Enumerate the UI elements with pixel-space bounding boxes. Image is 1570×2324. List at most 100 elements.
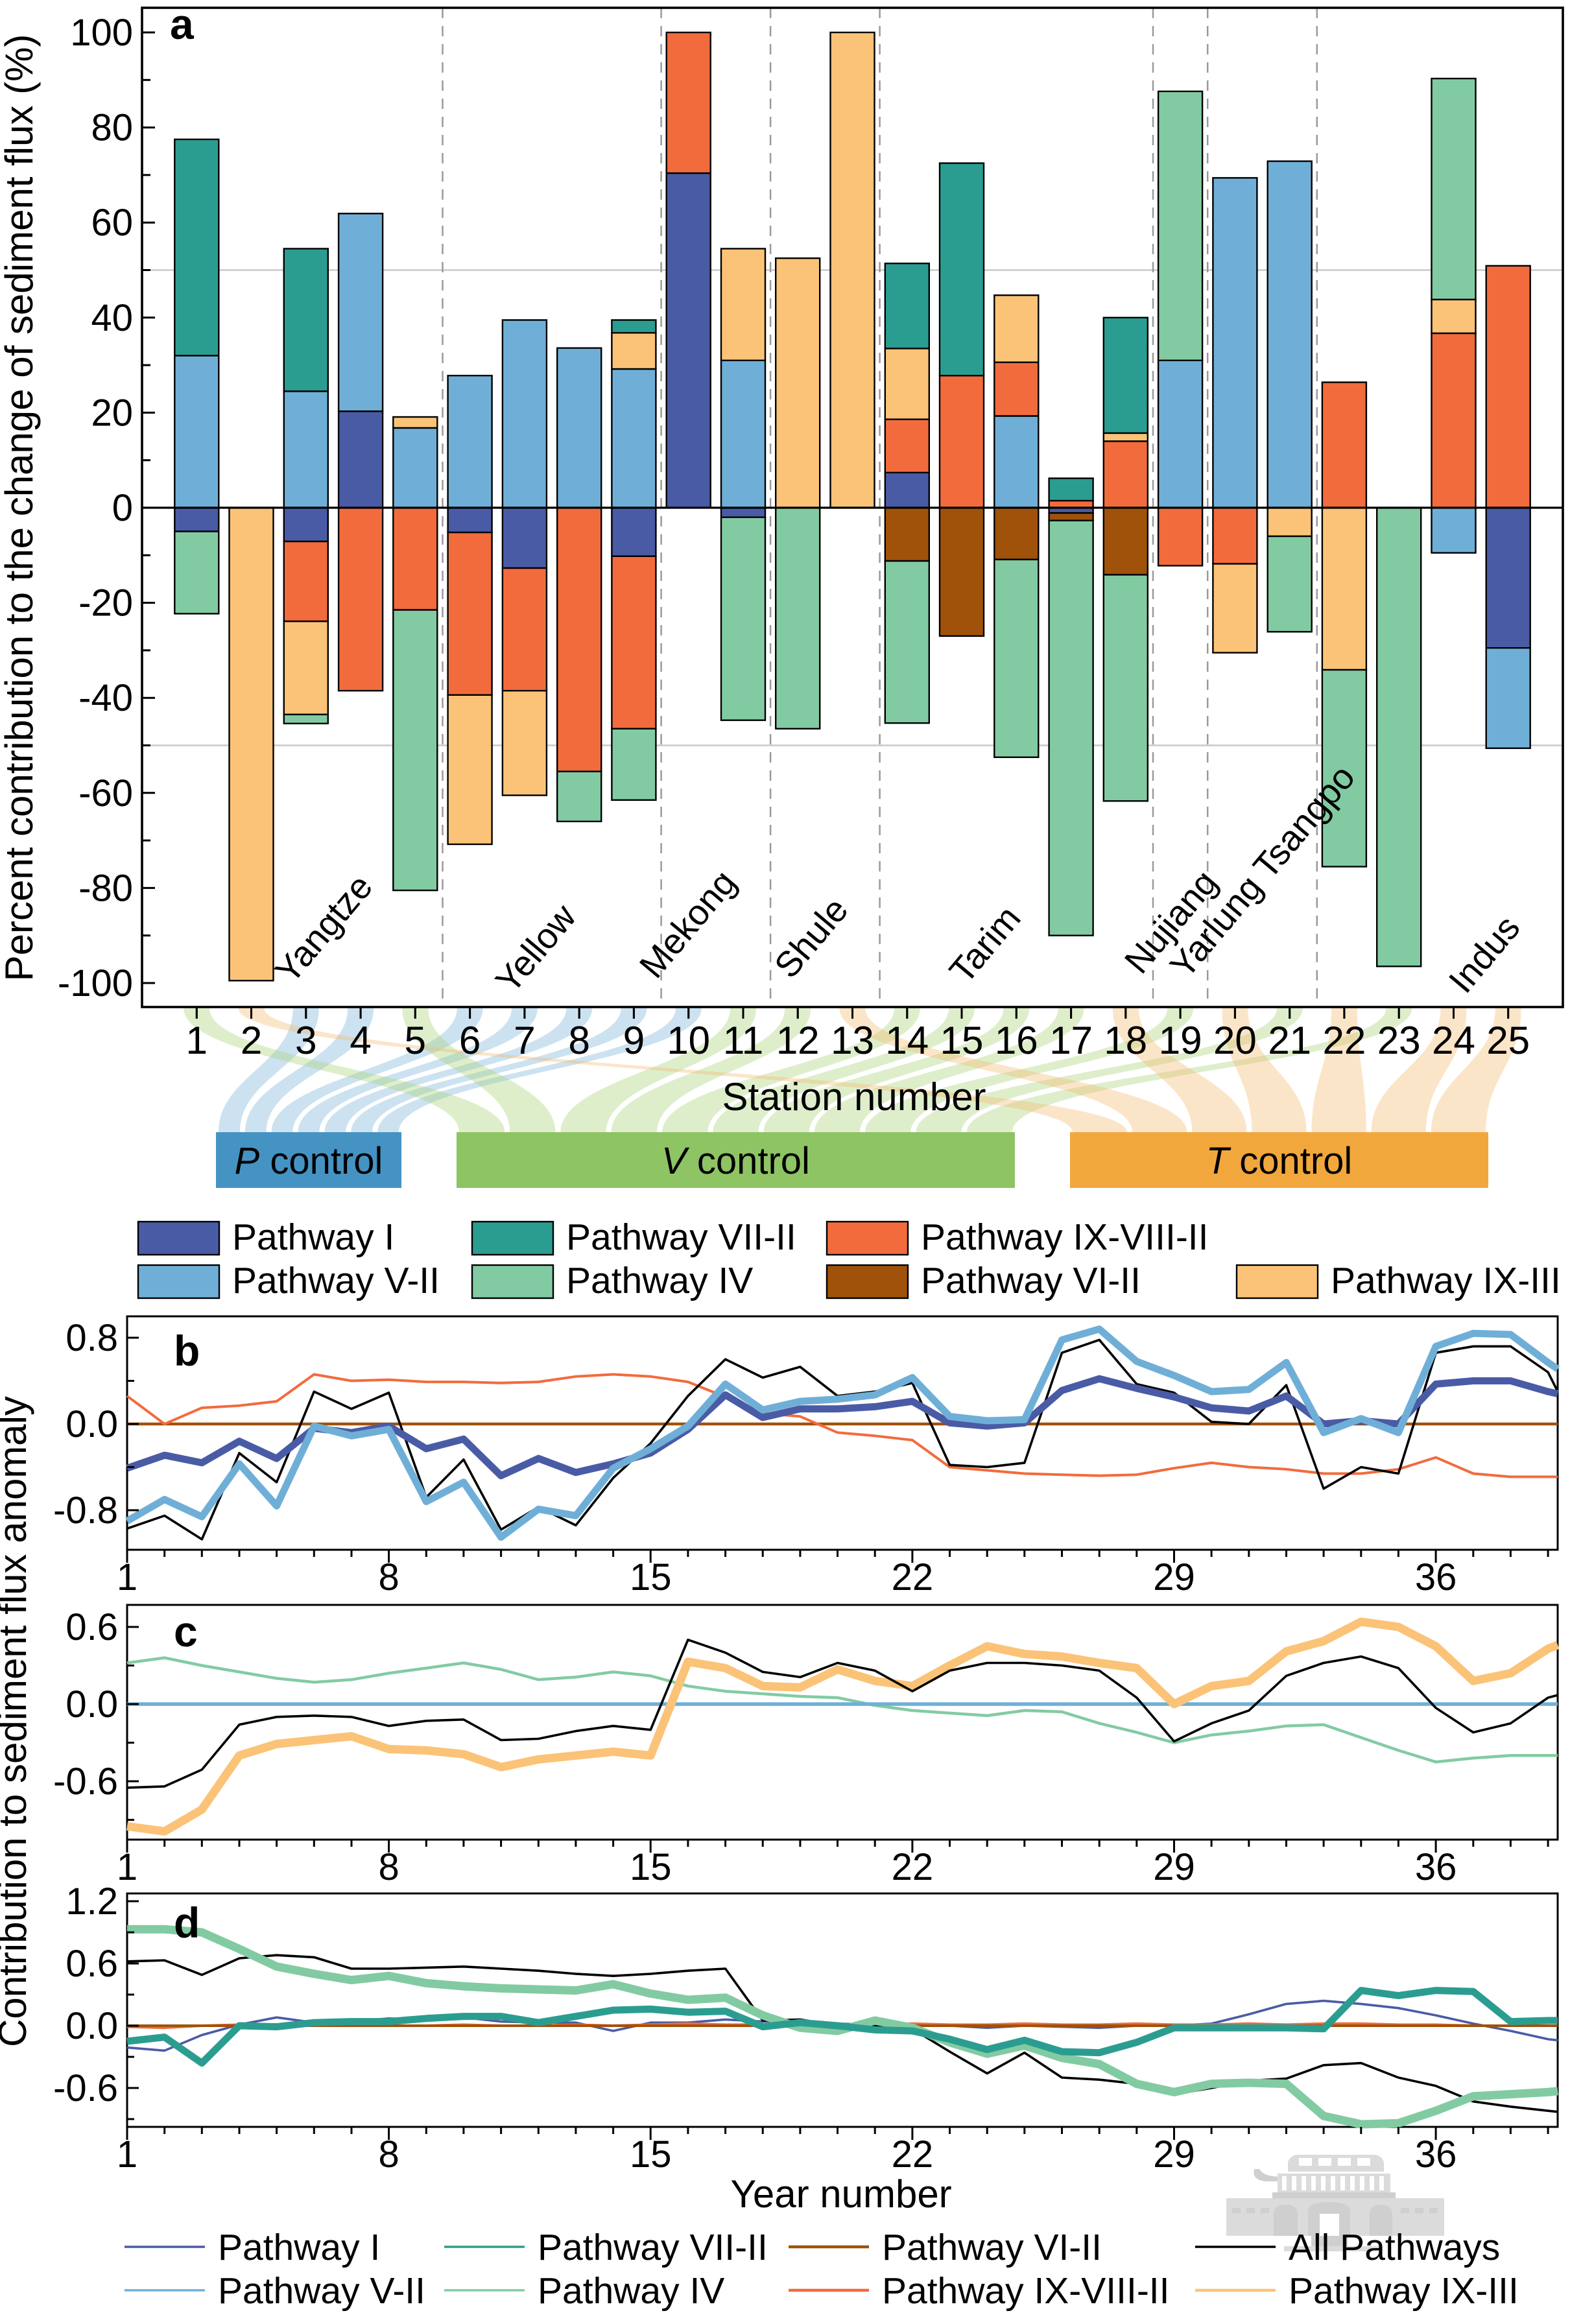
svg-text:19: 19 — [1159, 1019, 1202, 1062]
svg-text:b: b — [174, 1327, 200, 1375]
svg-text:0.6: 0.6 — [65, 1943, 118, 1985]
svg-text:24: 24 — [1432, 1019, 1475, 1062]
svg-text:20: 20 — [1213, 1019, 1257, 1062]
svg-text:20: 20 — [1213, 1019, 1257, 1062]
svg-text:4: 4 — [350, 1019, 371, 1062]
svg-text:80: 80 — [91, 107, 133, 149]
svg-text:0: 0 — [112, 487, 133, 529]
svg-text:3: 3 — [295, 1019, 316, 1062]
svg-text:21: 21 — [1268, 1019, 1311, 1062]
svg-text:5: 5 — [405, 1019, 426, 1062]
svg-text:16: 16 — [995, 1019, 1038, 1062]
svg-text:9: 9 — [623, 1019, 645, 1062]
svg-text:14: 14 — [885, 1019, 929, 1062]
svg-text:25: 25 — [1486, 1019, 1530, 1062]
svg-text:6: 6 — [459, 1019, 481, 1062]
svg-text:d: d — [174, 1899, 200, 1947]
svg-text:Pathway IV: Pathway IV — [566, 1260, 753, 1301]
svg-text:22: 22 — [892, 2133, 934, 2176]
svg-text:8: 8 — [378, 1846, 399, 1888]
svg-text:Pathway VII-II: Pathway VII-II — [538, 2227, 768, 2268]
svg-text:-0.8: -0.8 — [53, 1489, 118, 1532]
svg-text:Pathway IX-VIII-II: Pathway IX-VIII-II — [882, 2270, 1169, 2312]
svg-text:5: 5 — [405, 1019, 426, 1062]
svg-text:a: a — [170, 0, 195, 48]
svg-text:24: 24 — [1432, 1019, 1475, 1062]
svg-text:Pathway IX-VIII-II: Pathway IX-VIII-II — [921, 1216, 1208, 1258]
svg-text:9: 9 — [623, 1019, 645, 1062]
svg-text:100: 100 — [70, 12, 133, 54]
svg-text:-80: -80 — [78, 867, 133, 909]
svg-text:Pathway IX-III: Pathway IX-III — [1289, 2270, 1519, 2312]
svg-text:40: 40 — [91, 297, 133, 339]
svg-text:0.6: 0.6 — [65, 1606, 118, 1648]
svg-text:0.0: 0.0 — [65, 1683, 118, 1725]
svg-text:c: c — [174, 1607, 198, 1655]
svg-text:12: 12 — [776, 1019, 820, 1062]
svg-text:29: 29 — [1153, 2133, 1195, 2176]
svg-text:1: 1 — [117, 1556, 137, 1598]
svg-text:10: 10 — [667, 1019, 710, 1062]
svg-text:17: 17 — [1049, 1019, 1093, 1062]
svg-text:-60: -60 — [78, 772, 133, 814]
svg-text:Pathway V-II: Pathway V-II — [218, 2270, 425, 2312]
svg-text:15: 15 — [630, 2133, 672, 2176]
svg-text:-0.6: -0.6 — [53, 2067, 118, 2109]
svg-text:22: 22 — [1323, 1019, 1366, 1062]
svg-text:T control: T control — [1206, 1140, 1353, 1182]
svg-text:Pathway IV: Pathway IV — [538, 2270, 724, 2312]
svg-text:-40: -40 — [78, 677, 133, 719]
svg-text:11: 11 — [723, 1019, 763, 1062]
svg-text:19: 19 — [1159, 1019, 1202, 1062]
svg-text:Pathway VI-II: Pathway VI-II — [882, 2227, 1102, 2268]
svg-text:1: 1 — [186, 1019, 208, 1062]
svg-text:Pathway I: Pathway I — [232, 1216, 394, 1258]
svg-text:7: 7 — [514, 1019, 535, 1062]
svg-text:1: 1 — [117, 2133, 137, 2176]
svg-text:4: 4 — [350, 1019, 371, 1062]
svg-text:12: 12 — [776, 1019, 820, 1062]
svg-text:0.0: 0.0 — [65, 2005, 118, 2047]
svg-text:Pathway I: Pathway I — [218, 2227, 380, 2268]
svg-text:13: 13 — [831, 1019, 874, 1062]
svg-text:8: 8 — [378, 2133, 399, 2176]
svg-text:2: 2 — [241, 1019, 262, 1062]
svg-text:17: 17 — [1049, 1019, 1093, 1062]
svg-text:0.8: 0.8 — [65, 1317, 118, 1359]
svg-text:18: 18 — [1104, 1019, 1147, 1062]
svg-text:Station number: Station number — [722, 1075, 986, 1119]
svg-text:15: 15 — [630, 1846, 672, 1888]
svg-text:8: 8 — [378, 1556, 399, 1598]
svg-text:1: 1 — [117, 1846, 137, 1888]
svg-text:15: 15 — [940, 1019, 984, 1062]
svg-text:1.2: 1.2 — [65, 1880, 118, 1923]
svg-text:36: 36 — [1415, 1556, 1457, 1598]
svg-text:8: 8 — [569, 1019, 590, 1062]
svg-text:22: 22 — [892, 1556, 934, 1598]
svg-text:P control: P control — [235, 1140, 383, 1182]
svg-text:14: 14 — [885, 1019, 929, 1062]
svg-text:15: 15 — [940, 1019, 984, 1062]
svg-text:Percent contribution to the ch: Percent contribution to the change of se… — [0, 34, 41, 982]
svg-text:23: 23 — [1377, 1019, 1421, 1062]
svg-text:-20: -20 — [78, 582, 133, 624]
svg-text:16: 16 — [995, 1019, 1038, 1062]
svg-text:21: 21 — [1268, 1019, 1311, 1062]
svg-text:10: 10 — [667, 1019, 710, 1062]
svg-text:2: 2 — [241, 1019, 262, 1062]
svg-text:Pathway VI-II: Pathway VI-II — [921, 1260, 1141, 1301]
svg-text:3: 3 — [295, 1019, 316, 1062]
svg-text:0.0: 0.0 — [65, 1403, 118, 1445]
svg-text:-0.6: -0.6 — [53, 1761, 118, 1803]
svg-text:13: 13 — [831, 1019, 874, 1062]
svg-text:Pathway VII-II: Pathway VII-II — [566, 1216, 796, 1258]
svg-text:29: 29 — [1153, 1556, 1195, 1598]
svg-text:11: 11 — [723, 1019, 763, 1062]
svg-text:15: 15 — [630, 1556, 672, 1598]
svg-text:25: 25 — [1486, 1019, 1530, 1062]
svg-text:29: 29 — [1153, 1846, 1195, 1888]
svg-text:7: 7 — [514, 1019, 535, 1062]
svg-text:Pathway V-II: Pathway V-II — [232, 1260, 440, 1301]
svg-text:22: 22 — [892, 1846, 934, 1888]
svg-text:36: 36 — [1415, 2133, 1457, 2176]
